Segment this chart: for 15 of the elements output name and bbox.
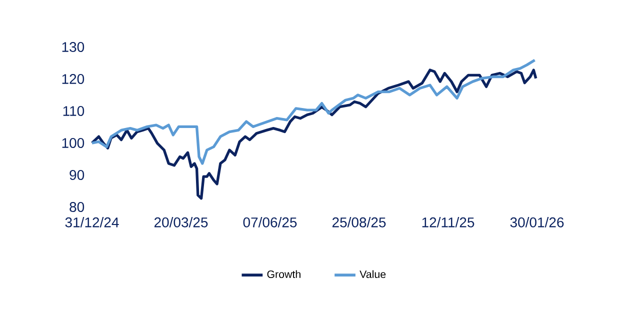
x-tick-label: 07/06/25 bbox=[243, 217, 297, 228]
x-tick-label: 30/01/26 bbox=[510, 217, 564, 228]
y-tick-label: 130 bbox=[62, 42, 84, 52]
x-tick-label: 20/03/25 bbox=[154, 217, 208, 228]
legend-label: Value bbox=[360, 270, 386, 278]
line-series bbox=[90, 68, 538, 200]
y-tick-label: 120 bbox=[62, 74, 84, 84]
x-tick-label: 12/11/25 bbox=[422, 217, 474, 228]
y-tick-label: 110 bbox=[63, 106, 84, 116]
y-tick-label: 80 bbox=[70, 202, 84, 212]
x-tick-label: 25/08/25 bbox=[332, 217, 386, 228]
y-tick-label: 90 bbox=[70, 170, 84, 180]
y-tick-label: 100 bbox=[62, 138, 84, 148]
x-tick-label: 31/12/24 bbox=[65, 217, 119, 228]
legend-label: Growth bbox=[267, 270, 300, 278]
